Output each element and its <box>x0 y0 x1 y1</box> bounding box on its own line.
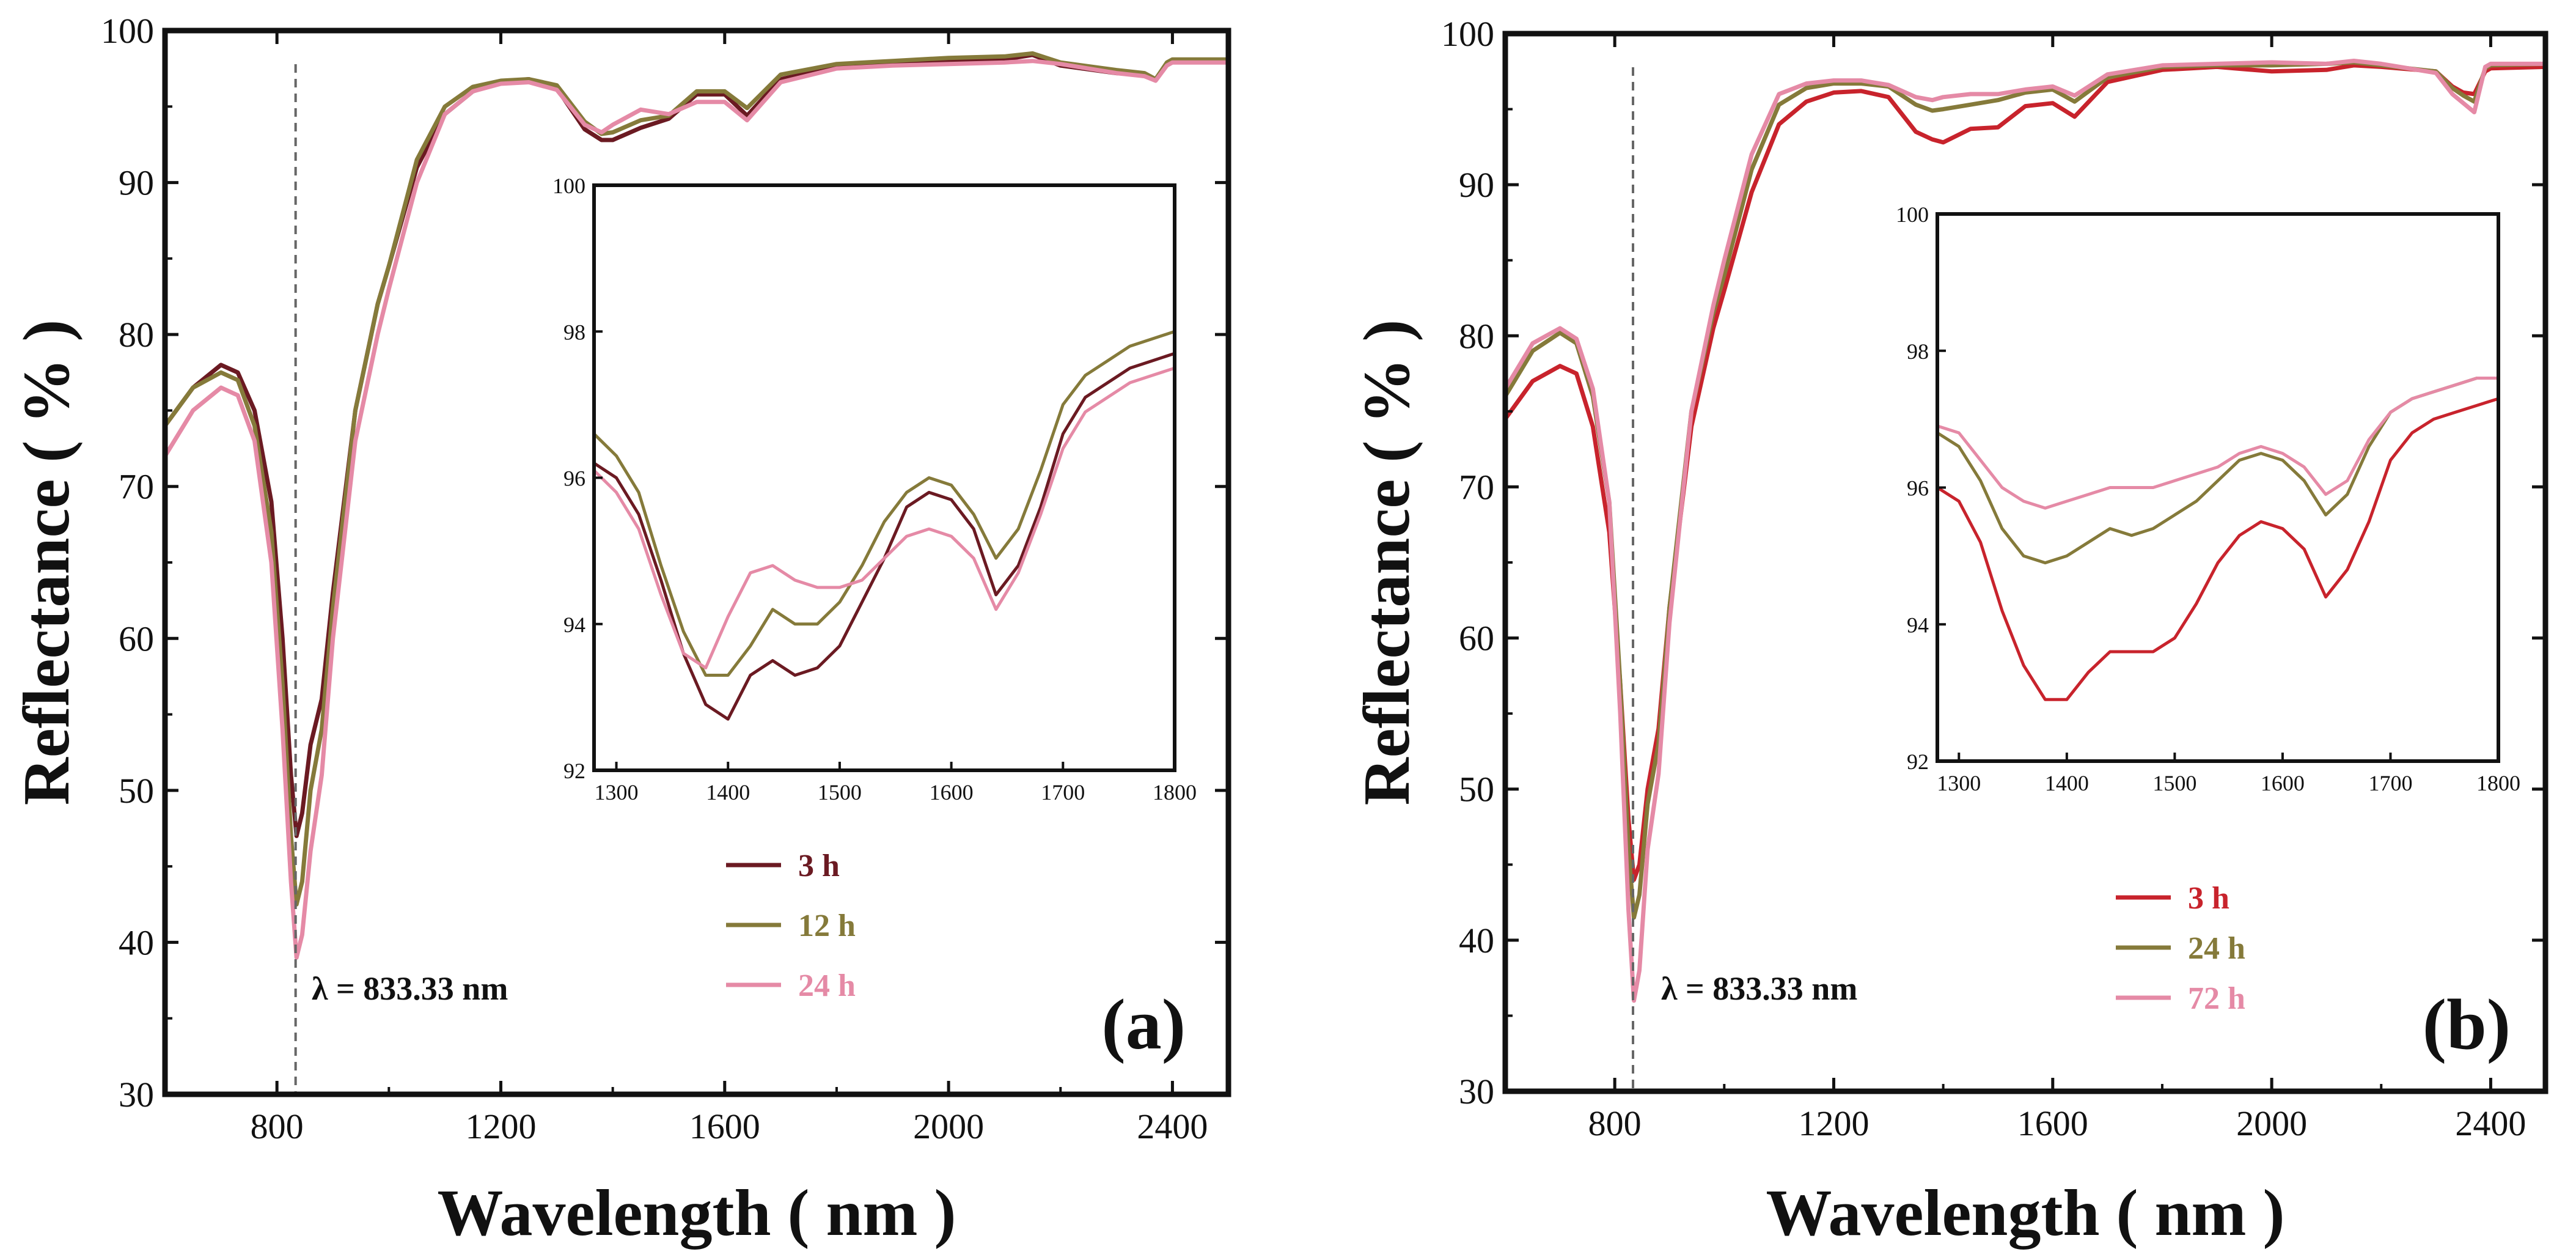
inset-x-tick-label: 1300 <box>1937 771 1981 795</box>
y-tick-label: 50 <box>1459 770 1494 809</box>
legend-label: 3 h <box>798 849 840 883</box>
series-line-72h <box>1505 59 2545 1003</box>
wavelength-annotation: λ = 833.33 nm <box>1661 970 1857 1007</box>
inset-series-line-3h <box>1937 397 2498 701</box>
inset-x-tick-label: 1500 <box>2152 771 2196 795</box>
inset-x-tick-label: 1600 <box>2261 771 2305 795</box>
x-tick-label: 1600 <box>2017 1103 2088 1143</box>
inset-x-tick-label: 1500 <box>818 780 862 805</box>
legend-label: 24 h <box>798 968 856 1003</box>
y-tick-label: 70 <box>119 467 154 507</box>
x-tick-label: 1200 <box>465 1107 536 1146</box>
inset-x-tick-label: 1800 <box>2476 771 2520 795</box>
x-tick-label: 2400 <box>2455 1103 2526 1143</box>
inset-x-tick-label: 1600 <box>930 780 974 805</box>
inset-x-tick-label: 1400 <box>2045 771 2089 795</box>
inset-x-tick-label: 1400 <box>706 780 750 805</box>
inset-y-tick-label: 98 <box>563 320 585 344</box>
x-tick-label: 2400 <box>1137 1107 1208 1146</box>
inset-series-line-72h <box>1937 377 2498 510</box>
y-tick-label: 60 <box>1459 619 1494 658</box>
inset-x-tick-label: 1300 <box>595 780 639 805</box>
inset-y-tick-label: 96 <box>1907 476 1929 501</box>
inset-series-line-12h <box>594 330 1175 677</box>
panel-label: (b) <box>2423 984 2511 1064</box>
x-axis-title: Wavelength ( nm ) <box>1766 1177 2285 1250</box>
wavelength-annotation: λ = 833.33 nm <box>312 970 508 1007</box>
inset-chart: 92 94 96 98 100 1300 1400 1500 1600 1700 1800 <box>552 174 1197 805</box>
x-tick-label: 800 <box>1588 1103 1642 1143</box>
inset-background <box>1937 214 2498 761</box>
series-line-12h <box>165 51 1228 907</box>
x-tick-label: 1200 <box>1798 1103 1869 1143</box>
y-axis-title: Reflectance ( % ) <box>10 320 83 806</box>
chart-panel-a: 30 40 50 60 70 80 90 100 800 1200 1600 2000 2400 Wave… <box>10 11 1231 1250</box>
y-tick-label: 30 <box>1459 1072 1494 1111</box>
inset-series-line-24h <box>594 366 1175 669</box>
inset-x-tick-label: 1700 <box>2368 771 2412 795</box>
x-axis-title: Wavelength ( nm ) <box>438 1177 956 1250</box>
inset-y-tick-label: 96 <box>563 466 585 491</box>
inset-x-tick-label: 1700 <box>1041 780 1085 805</box>
inset-series-group <box>1937 377 2498 701</box>
x-tick-label: 800 <box>251 1107 304 1146</box>
y-tick-label: 60 <box>119 619 154 658</box>
legend: 3 h 24 h 72 h <box>2116 881 2245 1016</box>
x-tick-label: 1600 <box>689 1107 760 1146</box>
y-tick-label: 100 <box>1441 14 1494 54</box>
inset-background <box>594 185 1175 770</box>
inset-y-tick-label: 92 <box>1907 750 1929 774</box>
series-group <box>165 51 1228 960</box>
y-axis-title: Reflectance ( % ) <box>1351 320 1423 806</box>
y-tick-label: 50 <box>119 771 154 811</box>
y-tick-label: 40 <box>119 923 154 962</box>
inset-y-tick-label: 94 <box>563 613 585 637</box>
y-tick-label: 80 <box>119 315 154 355</box>
y-tick-label: 90 <box>119 163 154 203</box>
inset-x-tick-label: 1800 <box>1153 780 1197 805</box>
inset-series-group <box>594 330 1175 721</box>
chart-panel-b: 30 40 50 60 70 80 90 100 800 1200 1600 2000 2400 Wave… <box>1351 14 2548 1250</box>
y-tick-label: 80 <box>1459 316 1494 356</box>
legend: 3 h 12 h 24 h <box>726 849 856 1003</box>
y-tick-label: 100 <box>101 11 154 51</box>
series-group <box>1505 59 2545 1003</box>
legend-label: 12 h <box>798 908 856 943</box>
legend-label: 72 h <box>2188 981 2245 1016</box>
inset-y-tick-label: 98 <box>1907 339 1929 364</box>
inset-y-tick-label: 94 <box>1907 613 1929 637</box>
legend-label: 24 h <box>2188 931 2245 966</box>
series-line-24h <box>165 59 1228 960</box>
y-tick-label: 30 <box>119 1075 154 1114</box>
inset-chart: 92 94 96 98 100 1300 1400 1500 1600 1700 1800 <box>1896 202 2520 795</box>
y-tick-label: 90 <box>1459 165 1494 205</box>
inset-y-tick-label: 100 <box>552 174 585 198</box>
x-tick-label: 2000 <box>2236 1103 2307 1143</box>
legend-label: 3 h <box>2188 881 2229 916</box>
inset-y-tick-label: 100 <box>1896 202 1929 227</box>
y-tick-label: 40 <box>1459 921 1494 960</box>
y-tick-label: 70 <box>1459 467 1494 507</box>
x-tick-label: 2000 <box>913 1107 984 1146</box>
inset-y-tick-label: 92 <box>563 759 585 783</box>
panel-label: (a) <box>1101 984 1186 1064</box>
